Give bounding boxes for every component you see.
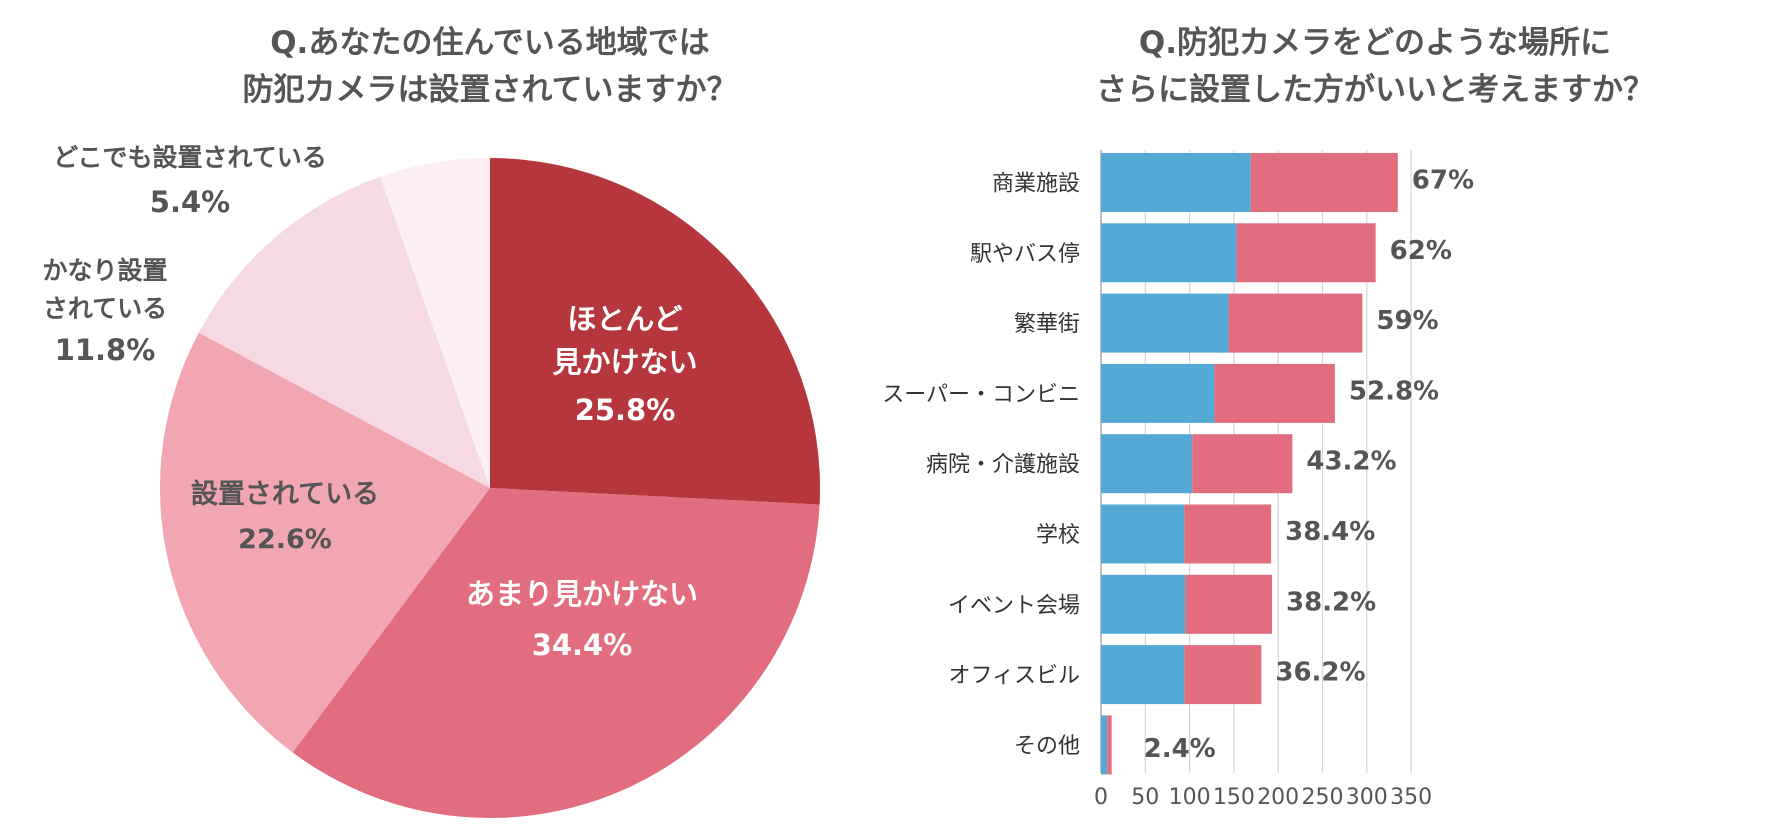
x-tick-label-250: 250 — [1302, 785, 1344, 810]
data-label-3: 52.8% — [1349, 376, 1439, 406]
category-label-7: オフィスビル — [948, 664, 1080, 689]
pie-slice-4 — [380, 158, 490, 488]
data-label-2: 59% — [1376, 306, 1438, 336]
x-tick-label-150: 150 — [1213, 785, 1255, 810]
category-label-3: スーパー・コンビニ — [882, 382, 1080, 407]
bar-3-series-2 — [1214, 363, 1335, 423]
bar-3-series-1 — [1101, 363, 1215, 423]
x-tick-label-50: 50 — [1131, 785, 1159, 810]
data-label-6: 38.2% — [1286, 587, 1376, 617]
x-tick-label-300: 300 — [1346, 785, 1388, 810]
bar-6-series-1 — [1101, 574, 1186, 634]
pie-chart: Q.あなたの住んでいる地域では 防犯カメラは設置されていますか？ ほとんど 見か… — [42, 25, 820, 819]
bar-5-series-1 — [1101, 504, 1185, 564]
data-label-0: 67% — [1412, 166, 1474, 196]
pie-slice-1 — [292, 488, 820, 819]
category-label-6: イベント会場 — [948, 593, 1080, 618]
bar-5-series-2 — [1184, 504, 1272, 564]
data-label-1: 62% — [1390, 236, 1452, 266]
bar-title-line-1: Q.防犯カメラをどのような場所に — [1139, 25, 1611, 61]
bar-2-series-2 — [1228, 293, 1363, 353]
bar-0-series-1 — [1101, 153, 1251, 212]
data-label-5: 38.4% — [1285, 517, 1375, 547]
category-label-2: 繁華街 — [1014, 312, 1080, 337]
data-label-8: 2.4% — [1144, 734, 1216, 764]
pie-title-line-2: 防犯カメラは設置されていますか？ — [242, 72, 737, 108]
bar-4-series-2 — [1192, 434, 1293, 494]
pie-value-setchi: 22.6% — [238, 524, 332, 555]
bar-4-series-1 — [1101, 434, 1193, 494]
data-label-7: 36.2% — [1275, 658, 1365, 688]
pie-slice-0 — [490, 158, 820, 505]
bar-chart: Q.防犯カメラをどのような場所に さらに設置した方がいいと考えますか？ 0 50 1… — [882, 25, 1654, 810]
x-tick-label-100: 100 — [1169, 785, 1211, 810]
bar-0-series-2 — [1250, 153, 1398, 212]
category-label-4: 病院・介護施設 — [926, 453, 1080, 478]
bar-1-series-1 — [1101, 223, 1237, 283]
pie-label-kanari-line-2: されている — [43, 294, 167, 323]
pie-slice-3 — [198, 176, 490, 488]
pie-label-dokodemo-line-1: どこでも設置されている — [53, 143, 327, 172]
bar-6-series-2 — [1185, 574, 1272, 634]
pie-label-setchi-line-1: 設置されている — [191, 478, 379, 510]
bar-7-series-1 — [1101, 645, 1185, 705]
x-tick-label-0: 0 — [1094, 785, 1108, 810]
pie-value-amari: 34.4% — [532, 628, 633, 662]
pie-value-dokodemo: 5.4% — [150, 185, 230, 219]
category-label-8: その他 — [1014, 734, 1080, 759]
bar-marks — [1101, 153, 1398, 775]
pie-label-hotondo-line-1: ほとんど — [567, 302, 682, 336]
pie-value-hotondo: 25.8% — [575, 393, 676, 427]
bar-1-series-2 — [1236, 223, 1376, 283]
category-label-5: 学校 — [1036, 523, 1080, 548]
pie-slice-2 — [159, 332, 490, 753]
bar-texts: 0 50 100 150 200 250 300 350 商業施設 67% 駅やバス停 62% 繁華街 5… — [882, 166, 1474, 811]
data-label-4: 43.2% — [1306, 447, 1396, 477]
x-tick-label-350: 350 — [1390, 785, 1432, 810]
pie-title-line-1: Q.あなたの住んでいる地域では — [270, 25, 710, 61]
bar-8-series-1 — [1101, 715, 1108, 775]
x-tick-label-200: 200 — [1257, 785, 1299, 810]
category-label-0: 商業施設 — [992, 172, 1080, 197]
pie-label-kanari-line-1: かなり設置 — [42, 256, 167, 285]
bar-8-series-2 — [1107, 715, 1112, 775]
pie-label-hotondo-line-2: 見かけない — [552, 345, 697, 379]
pie-value-kanari: 11.8% — [55, 333, 156, 367]
bar-2-series-1 — [1101, 293, 1229, 353]
pie-slices — [159, 158, 820, 819]
pie-label-amari-line-1: あまり見かけない — [466, 577, 698, 611]
category-label-1: 駅やバス停 — [970, 242, 1080, 267]
bar-7-series-2 — [1184, 645, 1262, 705]
bar-title-line-2: さらに設置した方がいいと考えますか？ — [1096, 72, 1654, 108]
